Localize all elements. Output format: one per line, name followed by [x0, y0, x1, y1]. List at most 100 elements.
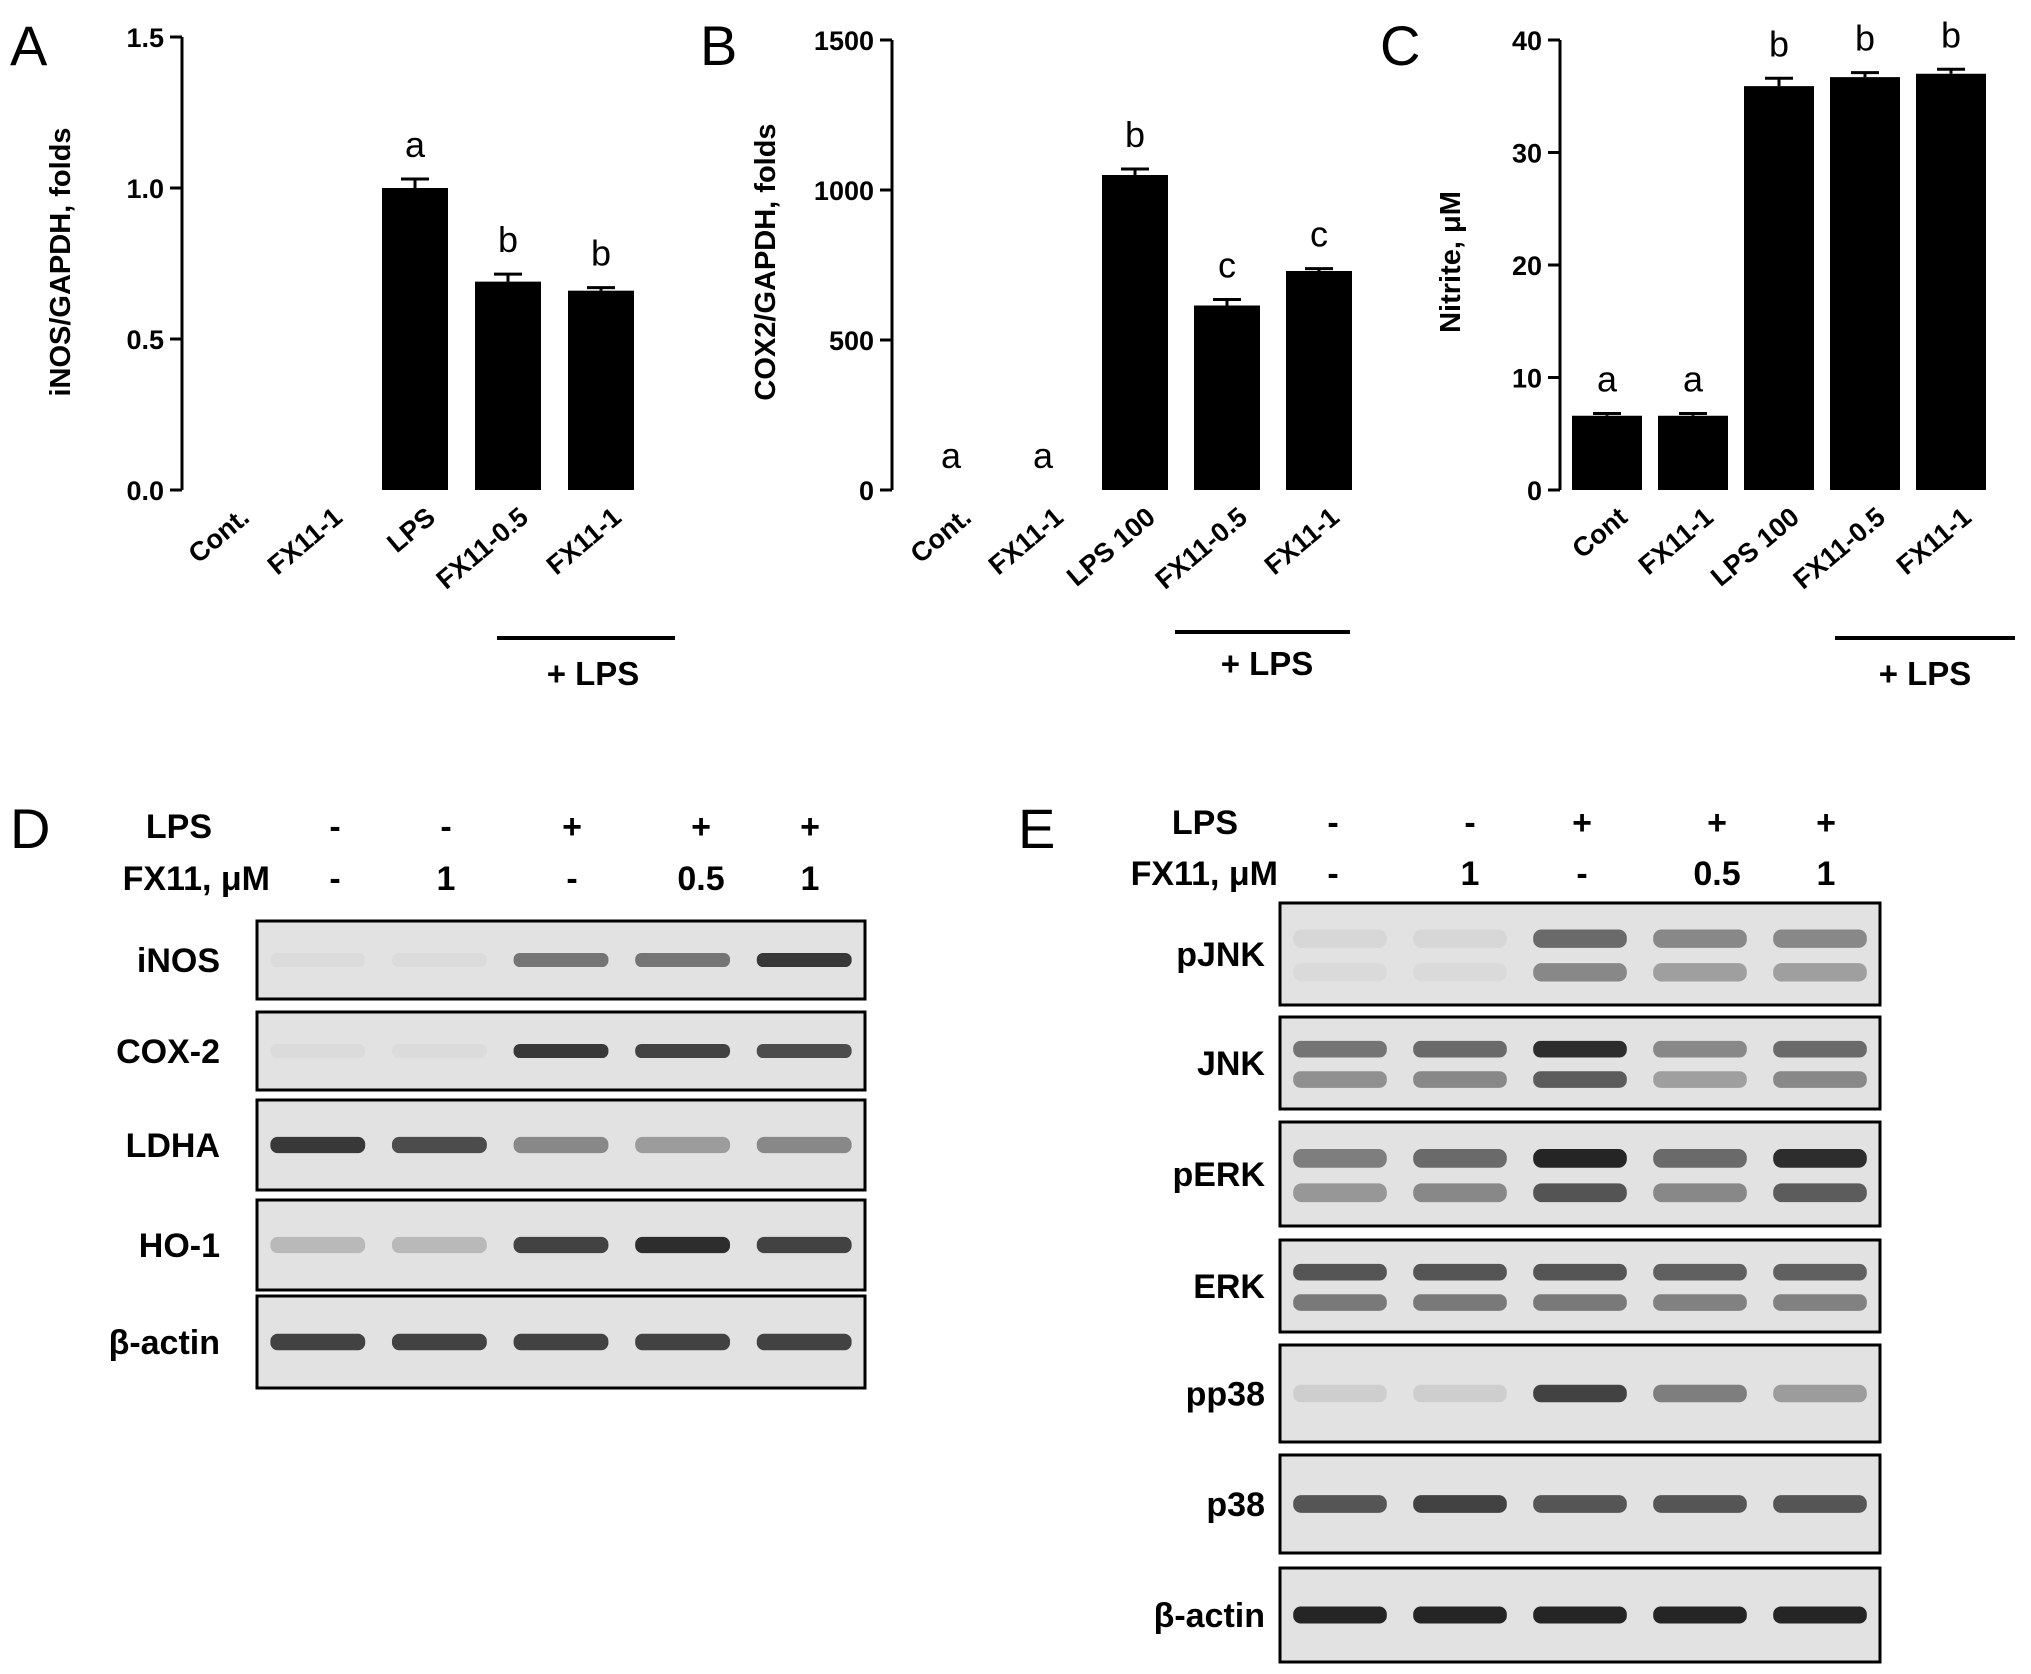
blot-membrane — [1278, 1238, 1882, 1334]
significance-letter: c — [1218, 245, 1236, 286]
blot-band — [635, 1236, 731, 1254]
significance-letter: b — [498, 219, 518, 260]
blot-band — [1653, 1606, 1747, 1624]
lps-header: LPS — [1172, 804, 1238, 842]
blot-band — [1653, 929, 1747, 948]
blot-row-label: pJNK — [1176, 936, 1265, 974]
blot-band — [1533, 1294, 1627, 1311]
blot-band — [1773, 1263, 1867, 1281]
y-tick-label: 1500 — [814, 26, 874, 56]
blot-band — [1653, 1384, 1747, 1403]
blot-band — [391, 1136, 487, 1154]
y-tick-label: 1.0 — [126, 174, 164, 204]
y-tick-label: 10 — [1512, 364, 1542, 394]
lps-lane-value: - — [1327, 804, 1338, 842]
blot-band — [1533, 1149, 1627, 1168]
lps-lane-value: + — [691, 808, 711, 846]
y-tick-label: 40 — [1512, 26, 1542, 56]
blot-band — [1413, 1263, 1507, 1281]
blot-band — [392, 1044, 487, 1058]
blot-row-label: β-actin — [1154, 1597, 1265, 1635]
fx11-lane-value: - — [1327, 855, 1338, 893]
blot-band — [635, 1136, 731, 1154]
blot-band — [1293, 1183, 1387, 1203]
bar — [1194, 305, 1260, 490]
blot-row: COX-2 — [116, 1010, 867, 1092]
lps-lane-value: + — [1572, 804, 1592, 842]
blot-band — [1533, 963, 1627, 982]
blot-band — [1413, 1071, 1507, 1088]
blot-band — [1293, 1384, 1387, 1403]
blot-row: pJNK — [1176, 901, 1882, 1007]
blot-band — [1773, 1149, 1867, 1168]
blot-row: β-actin — [1154, 1566, 1882, 1664]
panel-letter: E — [1018, 797, 1055, 860]
y-tick-label: 500 — [829, 326, 874, 356]
lps-lane-value: - — [1464, 804, 1475, 842]
category-label: FX11-1 — [1891, 502, 1977, 581]
blot-row: pp38 — [1186, 1343, 1882, 1444]
lps-lane-value: - — [329, 808, 340, 846]
chart-panel-b: B 0 500 1000 1500 COX2/GAPDH, folds a Cont. a FX1… — [700, 14, 1352, 682]
y-tick-label: 1000 — [814, 176, 874, 206]
blot-band — [1413, 1040, 1507, 1058]
significance-letter: c — [1310, 214, 1328, 255]
significance-letter: a — [1597, 359, 1618, 400]
fx11-lane-value: 1 — [1461, 855, 1480, 893]
blot-row: LDHA — [126, 1098, 867, 1192]
blot-row-label: ERK — [1193, 1268, 1265, 1306]
bar — [1102, 175, 1168, 490]
blot-band — [756, 1136, 852, 1154]
blot-band — [1773, 1071, 1867, 1088]
blot-row: JNK — [1197, 1015, 1882, 1111]
significance-letter: a — [1683, 359, 1704, 400]
blot-band — [756, 1333, 852, 1351]
category-label: Cont. — [183, 502, 255, 569]
blot-row-label: LDHA — [126, 1127, 220, 1165]
lps-lane-value: - — [440, 808, 451, 846]
blot-band — [635, 952, 731, 968]
western-blots: D LPS FX11, μM - - - 1 + - +0.5 +1 iNOS COX-2 LDHA HO-… — [10, 797, 1882, 1664]
lps-lane-value: + — [1707, 804, 1727, 842]
blot-band — [756, 1236, 852, 1254]
blot-band — [1533, 1384, 1627, 1403]
blot-band — [1293, 1606, 1387, 1624]
lps-lane-value: + — [800, 808, 820, 846]
fx11-lane-value: 1 — [801, 860, 820, 898]
blot-band — [392, 953, 487, 967]
blot-band — [270, 1136, 366, 1154]
blot-band — [513, 952, 609, 968]
blot-membrane — [1278, 1015, 1882, 1111]
blot-band — [1773, 1183, 1867, 1203]
panel-letter: A — [10, 14, 48, 77]
panel-letter: D — [10, 797, 50, 860]
blot-band — [513, 1043, 609, 1059]
category-label: FX11-0.5 — [1150, 502, 1253, 595]
bar — [475, 281, 541, 490]
blot-band — [1773, 1040, 1867, 1058]
blot-row-label: JNK — [1197, 1045, 1265, 1083]
blot-band — [270, 1236, 366, 1254]
blot-band — [1773, 1294, 1867, 1311]
chart-panel-c: C 0 10 20 30 40 Nitrite, μM a Cont a FX11-1 b LPS 10… — [1380, 14, 2015, 692]
blot-band — [1413, 929, 1507, 948]
blot-band — [513, 1333, 609, 1351]
fx11-header: FX11, μM — [1131, 855, 1278, 893]
blot-band — [1293, 1263, 1387, 1281]
category-label: LPS 100 — [1061, 502, 1161, 593]
blot-band — [1293, 929, 1387, 948]
fx11-lane-value: 0.5 — [677, 860, 724, 898]
fx11-header: FX11, μM — [123, 860, 270, 898]
blot-band — [270, 1333, 366, 1351]
blot-band — [1293, 1071, 1387, 1088]
lps-lane-value: + — [1816, 804, 1836, 842]
blot-band — [1293, 963, 1387, 981]
blot-band — [756, 952, 852, 968]
blot-band — [1533, 1071, 1627, 1088]
fx11-lane-value: 1 — [1817, 855, 1836, 893]
y-tick-label: 1.5 — [126, 23, 164, 53]
y-tick-label: 0.0 — [126, 476, 164, 506]
significance-letter: b — [1855, 18, 1875, 59]
